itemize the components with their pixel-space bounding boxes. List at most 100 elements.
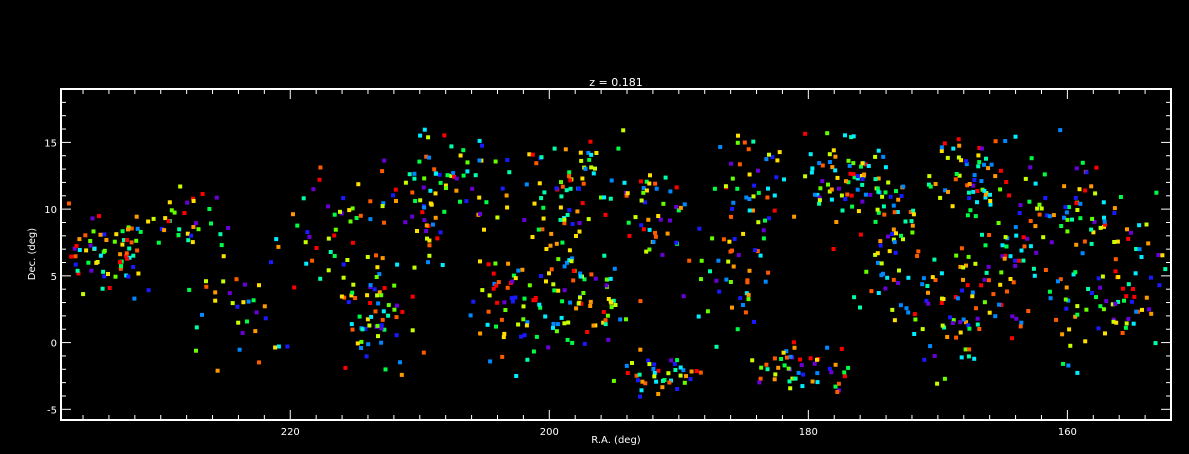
data-point [1014, 233, 1019, 238]
data-point [698, 370, 703, 375]
data-point [881, 154, 886, 159]
data-point [912, 312, 917, 317]
data-point [661, 201, 666, 206]
x-tick-label: 220 [281, 427, 300, 438]
data-point [827, 152, 832, 157]
data-point [522, 296, 527, 301]
data-point [395, 262, 400, 267]
data-point [106, 272, 110, 276]
data-point [1029, 156, 1034, 161]
data-point [445, 173, 450, 178]
data-point [543, 314, 548, 319]
data-point [932, 354, 937, 358]
data-point [956, 137, 961, 142]
data-point [980, 232, 984, 237]
data-point [427, 238, 432, 243]
data-point [1113, 301, 1118, 306]
data-point [846, 158, 851, 163]
data-point [1035, 206, 1040, 211]
data-point [924, 298, 929, 303]
data-point [638, 394, 642, 399]
data-point [83, 233, 88, 238]
data-point [815, 380, 820, 385]
data-point [705, 309, 710, 314]
data-point [1147, 307, 1152, 312]
data-point [443, 183, 448, 188]
data-point [522, 218, 527, 222]
data-point [525, 357, 530, 362]
data-point [484, 200, 489, 205]
data-point [1027, 199, 1032, 204]
data-point [970, 294, 975, 299]
data-point [373, 309, 378, 314]
data-point [185, 231, 190, 236]
data-point [878, 239, 883, 244]
data-point [1116, 299, 1121, 304]
data-point [304, 261, 309, 266]
data-point [382, 327, 387, 332]
data-point [451, 171, 456, 176]
data-point [381, 201, 386, 206]
data-point [906, 310, 911, 315]
data-point [993, 174, 998, 179]
x-tick-label: 160 [1058, 427, 1077, 438]
data-point [382, 158, 387, 163]
data-point [126, 274, 131, 279]
data-point [641, 227, 646, 232]
data-point [897, 268, 901, 273]
data-point [375, 265, 380, 270]
data-point [957, 173, 962, 178]
data-point [310, 258, 315, 263]
data-point [495, 215, 500, 220]
data-point [682, 202, 687, 207]
data-point [1002, 256, 1007, 261]
data-point [723, 184, 728, 189]
data-point [585, 330, 590, 334]
data-point [1056, 279, 1060, 284]
data-point [1028, 244, 1033, 249]
data-point [971, 189, 976, 194]
data-point [1122, 298, 1126, 303]
data-point [639, 179, 643, 184]
data-point [1089, 227, 1094, 232]
data-point [503, 308, 508, 312]
data-point [651, 239, 656, 244]
data-point [751, 194, 756, 199]
data-point [539, 196, 544, 201]
data-point [801, 372, 806, 377]
data-point [758, 376, 763, 381]
data-point [442, 133, 447, 138]
data-point [746, 147, 751, 152]
data-point [1126, 316, 1131, 321]
data-point [1070, 217, 1074, 222]
data-point [113, 274, 118, 279]
data-point [383, 367, 388, 372]
data-point [359, 346, 363, 350]
data-point [633, 215, 638, 220]
data-point [863, 192, 868, 197]
data-point [1086, 287, 1091, 291]
data-point [1102, 215, 1106, 220]
data-point [1144, 222, 1149, 227]
data-point [1115, 239, 1120, 244]
data-point [1062, 215, 1067, 220]
data-point [291, 212, 295, 217]
data-point [120, 229, 125, 234]
data-point [554, 241, 559, 246]
data-point [581, 291, 586, 295]
data-point [738, 296, 743, 301]
data-point [227, 291, 232, 296]
data-point [368, 301, 373, 305]
data-point [656, 392, 661, 396]
data-point [746, 292, 751, 297]
data-point [582, 277, 587, 282]
data-point [622, 180, 627, 185]
data-point [193, 221, 198, 226]
data-point [487, 293, 492, 298]
data-point [1078, 216, 1083, 221]
data-point [908, 210, 913, 214]
data-point [982, 162, 986, 167]
data-point [613, 303, 618, 307]
data-point [1126, 236, 1131, 241]
data-point [829, 197, 834, 202]
